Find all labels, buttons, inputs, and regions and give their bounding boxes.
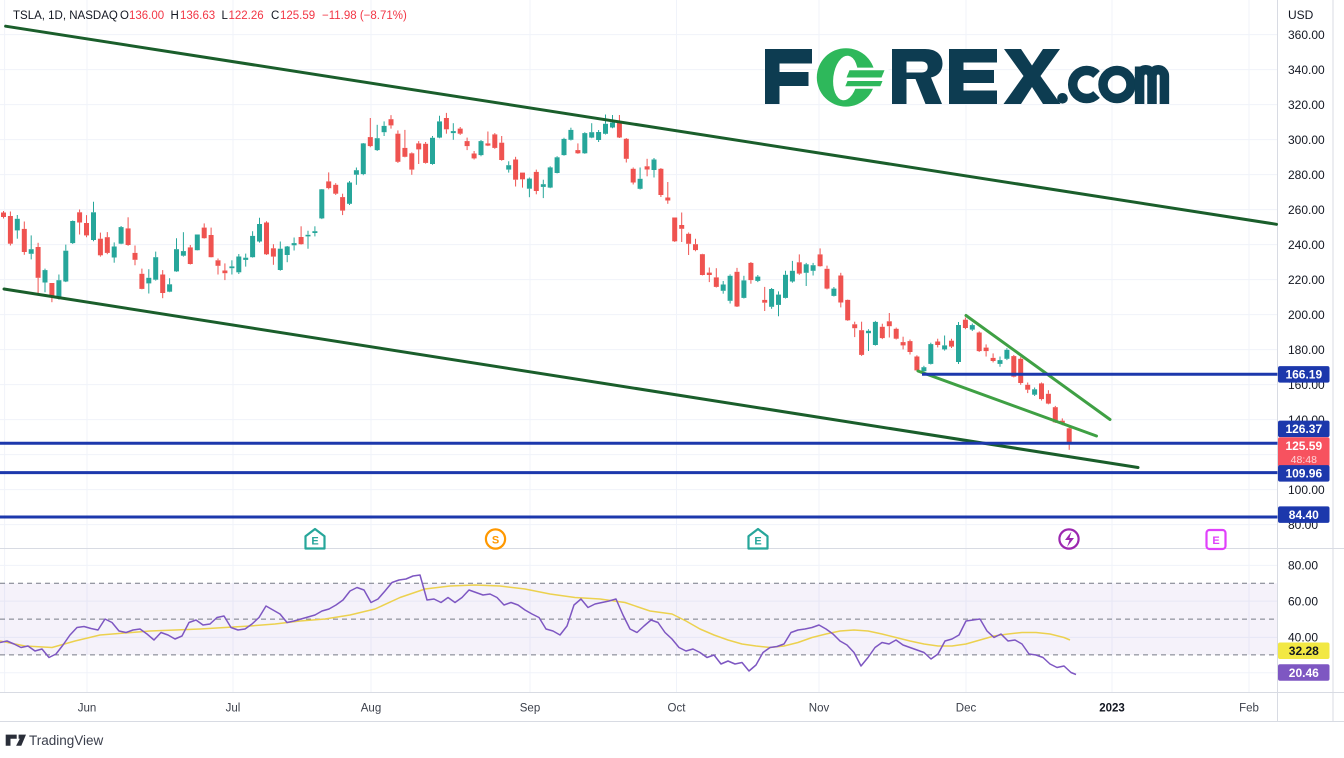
svg-text:180.00: 180.00 <box>1288 343 1325 357</box>
svg-text:340.00: 340.00 <box>1288 63 1325 77</box>
svg-text:Aug: Aug <box>361 703 381 715</box>
svg-text:20.46: 20.46 <box>1289 666 1319 680</box>
svg-text:Dec: Dec <box>956 703 977 715</box>
svg-text:280.00: 280.00 <box>1288 168 1325 182</box>
svg-text:Jul: Jul <box>226 703 241 715</box>
svg-text:E: E <box>754 536 761 548</box>
svg-text:100.00: 100.00 <box>1288 483 1325 497</box>
svg-text:Feb: Feb <box>1239 703 1259 715</box>
svg-text:TradingView: TradingView <box>29 733 104 748</box>
svg-text:240.00: 240.00 <box>1288 238 1325 252</box>
svg-text:80.00: 80.00 <box>1288 559 1318 573</box>
svg-text:32.28: 32.28 <box>1289 644 1319 658</box>
svg-text:220.00: 220.00 <box>1288 273 1325 287</box>
svg-text:300.00: 300.00 <box>1288 133 1325 147</box>
svg-text:125.59: 125.59 <box>1285 439 1322 453</box>
svg-text:109.96: 109.96 <box>1285 467 1322 481</box>
svg-text:166.19: 166.19 <box>1285 368 1322 382</box>
svg-text:Sep: Sep <box>520 703 540 715</box>
svg-text:360.00: 360.00 <box>1288 28 1325 42</box>
svg-text:126.37: 126.37 <box>1285 422 1322 436</box>
svg-text:USD: USD <box>1288 8 1314 22</box>
svg-text:Oct: Oct <box>668 703 687 715</box>
svg-text:60.00: 60.00 <box>1288 594 1318 608</box>
svg-text:Jun: Jun <box>78 703 97 715</box>
svg-text:260.00: 260.00 <box>1288 203 1325 217</box>
svg-text:84.40: 84.40 <box>1289 508 1319 522</box>
svg-text:320.00: 320.00 <box>1288 98 1325 112</box>
svg-text:2023: 2023 <box>1099 703 1125 715</box>
svg-text:200.00: 200.00 <box>1288 308 1325 322</box>
svg-text:48:48: 48:48 <box>1291 454 1317 466</box>
svg-text:E: E <box>1212 535 1219 547</box>
svg-text:40.00: 40.00 <box>1288 631 1318 645</box>
svg-text:Nov: Nov <box>809 703 830 715</box>
svg-text:S: S <box>492 535 499 547</box>
svg-text:E: E <box>311 536 318 548</box>
